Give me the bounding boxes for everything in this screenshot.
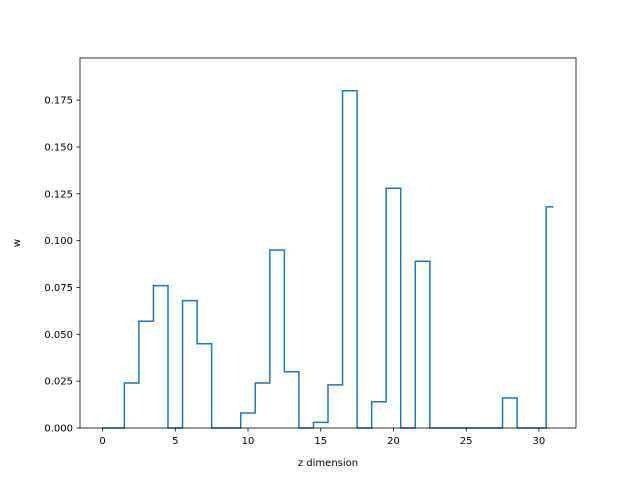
axis-ticks: 0 5 10 15 20 25 30 0.000 0.025 0.050 0.075 0.100 0.1… — [44, 96, 545, 447]
y-tick-label: 0.125 — [44, 189, 73, 200]
y-tick-label: 0.025 — [44, 377, 73, 388]
x-tick-label: 30 — [533, 436, 546, 447]
y-axis-label: w — [12, 239, 23, 247]
y-tick-label: 0.075 — [44, 283, 73, 294]
x-tick-label: 10 — [242, 436, 255, 447]
x-tick-label: 15 — [314, 436, 327, 447]
x-tick-label: 5 — [172, 436, 178, 447]
x-tick-label: 0 — [99, 436, 105, 447]
x-axis-label: z dimension — [298, 458, 358, 469]
y-tick-label: 0.175 — [44, 96, 73, 107]
x-tick-label: 25 — [460, 436, 473, 447]
y-tick-label: 0.100 — [44, 236, 73, 247]
axes-frame — [79, 57, 577, 429]
y-tick-label: 0.050 — [44, 330, 73, 341]
x-tick-label: 20 — [387, 436, 400, 447]
y-tick-label: 0.000 — [44, 424, 73, 435]
y-tick-label: 0.150 — [44, 142, 73, 153]
